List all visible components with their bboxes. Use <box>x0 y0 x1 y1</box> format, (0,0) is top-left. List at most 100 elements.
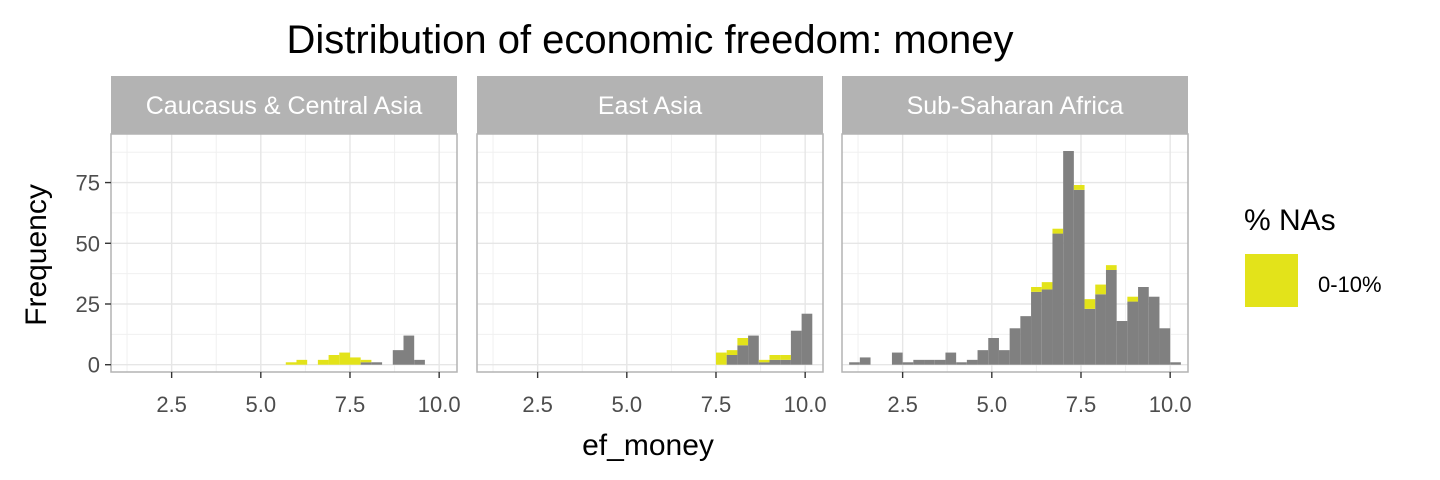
bar-observed <box>934 359 946 365</box>
legend-title: % NAs <box>1244 204 1336 237</box>
x-tick-label: 10.0 <box>418 392 461 417</box>
bar-observed <box>849 362 860 365</box>
x-tick-label: 7.5 <box>1066 392 1097 417</box>
bar-observed <box>780 359 791 365</box>
bar-na <box>1073 185 1085 190</box>
chart-title: Distribution of economic freedom: money <box>287 18 1014 62</box>
bar-na <box>285 362 297 365</box>
bar-observed <box>758 362 770 365</box>
facet-strip <box>111 76 457 134</box>
bar-observed <box>1041 289 1053 365</box>
x-tick-label: 5.0 <box>977 392 1008 417</box>
bar-na <box>1095 284 1106 295</box>
bar-observed <box>945 352 957 365</box>
y-tick-label: 50 <box>76 231 100 256</box>
bar-na <box>758 359 770 363</box>
bar-observed <box>1159 328 1171 365</box>
bar-na <box>1031 287 1042 292</box>
facet-strip <box>477 76 823 134</box>
grid-lines <box>111 134 457 372</box>
x-tick-label: 7.5 <box>701 392 732 417</box>
bar-observed <box>924 359 935 365</box>
y-axis: 0 25 50 75 <box>76 171 111 378</box>
bar-observed <box>902 362 914 365</box>
facet-strip-label: Caucasus & Central Asia <box>146 92 423 120</box>
bar-observed <box>1127 301 1139 365</box>
y-axis-title: Frequency <box>20 184 53 326</box>
panel-border <box>476 133 824 373</box>
panel-border <box>110 133 458 373</box>
bar-observed <box>360 362 372 365</box>
bar-na <box>1052 228 1064 234</box>
x-axis-title: ef_money <box>582 429 714 462</box>
grid-lines <box>477 134 823 372</box>
bar-observed <box>371 362 383 365</box>
bar-observed <box>1052 233 1064 365</box>
bar-observed <box>801 313 813 365</box>
facet-strip-label: Sub-Saharan Africa <box>907 92 1124 120</box>
bar-observed <box>966 359 978 365</box>
bar-na <box>317 359 329 365</box>
bar-observed <box>988 338 999 365</box>
bar-na <box>769 355 781 360</box>
bar-observed <box>1063 151 1074 365</box>
bar-observed <box>1148 296 1160 365</box>
facet-panel-1: East Asia 2.5 5.0 7.5 10.0 <box>476 76 827 417</box>
bar-na <box>296 359 308 365</box>
legend: % NAs 0-10% <box>1244 204 1382 307</box>
bar-observed <box>977 350 989 365</box>
bar-observed <box>1105 270 1117 365</box>
x-tick-label: 2.5 <box>887 392 918 417</box>
x-tick-label: 10.0 <box>784 392 827 417</box>
histogram-bars <box>715 313 813 365</box>
bar-na <box>715 352 727 365</box>
facet-strip <box>842 76 1188 134</box>
x-tick-label: 2.5 <box>522 392 553 417</box>
bar-na <box>339 352 350 365</box>
x-tick-label: 2.5 <box>156 392 187 417</box>
panel-border <box>841 133 1189 373</box>
bar-observed <box>1138 287 1149 365</box>
bar-observed <box>748 335 759 365</box>
bar-observed <box>1116 321 1128 365</box>
bar-na <box>780 355 791 360</box>
x-tick-label: 5.0 <box>246 392 277 417</box>
y-tick-label: 25 <box>76 292 100 317</box>
bar-observed <box>1084 308 1096 365</box>
bar-observed <box>1031 291 1042 365</box>
bar-observed <box>998 350 1010 365</box>
bar-observed <box>737 345 749 365</box>
bar-observed <box>392 350 404 365</box>
bar-na <box>349 357 361 365</box>
facet-panel-2: Sub-Saharan Africa 2.5 5.0 7.5 10.0 <box>841 76 1192 417</box>
bar-na <box>1127 296 1139 302</box>
bar-na <box>360 359 372 363</box>
bar-na <box>737 338 749 346</box>
bar-observed <box>414 359 425 365</box>
bar-observed <box>913 359 925 365</box>
facet-panel-0: Caucasus & Central Asia 2.5 5.0 7.5 10.0 <box>110 76 461 417</box>
bar-observed <box>1009 328 1021 365</box>
bar-na <box>1041 282 1053 290</box>
bar-observed <box>1170 362 1181 365</box>
bar-observed <box>1020 316 1032 365</box>
y-tick-label: 75 <box>76 171 100 196</box>
x-tick-label: 7.5 <box>335 392 366 417</box>
bar-observed <box>891 352 903 365</box>
bar-observed <box>1073 189 1085 365</box>
facet-strip-label: East Asia <box>598 92 702 120</box>
x-tick-label: 5.0 <box>612 392 643 417</box>
histogram-bars <box>285 335 425 365</box>
legend-label-0-10: 0-10% <box>1318 272 1382 297</box>
bar-na <box>726 350 738 355</box>
bar-observed <box>403 335 415 365</box>
bar-observed <box>790 330 802 365</box>
bar-observed <box>1095 294 1106 365</box>
bar-na <box>1105 265 1117 270</box>
bar-observed <box>859 357 871 365</box>
x-tick-label: 10.0 <box>1149 392 1192 417</box>
histogram-bars <box>849 151 1181 365</box>
bar-na <box>328 355 340 365</box>
